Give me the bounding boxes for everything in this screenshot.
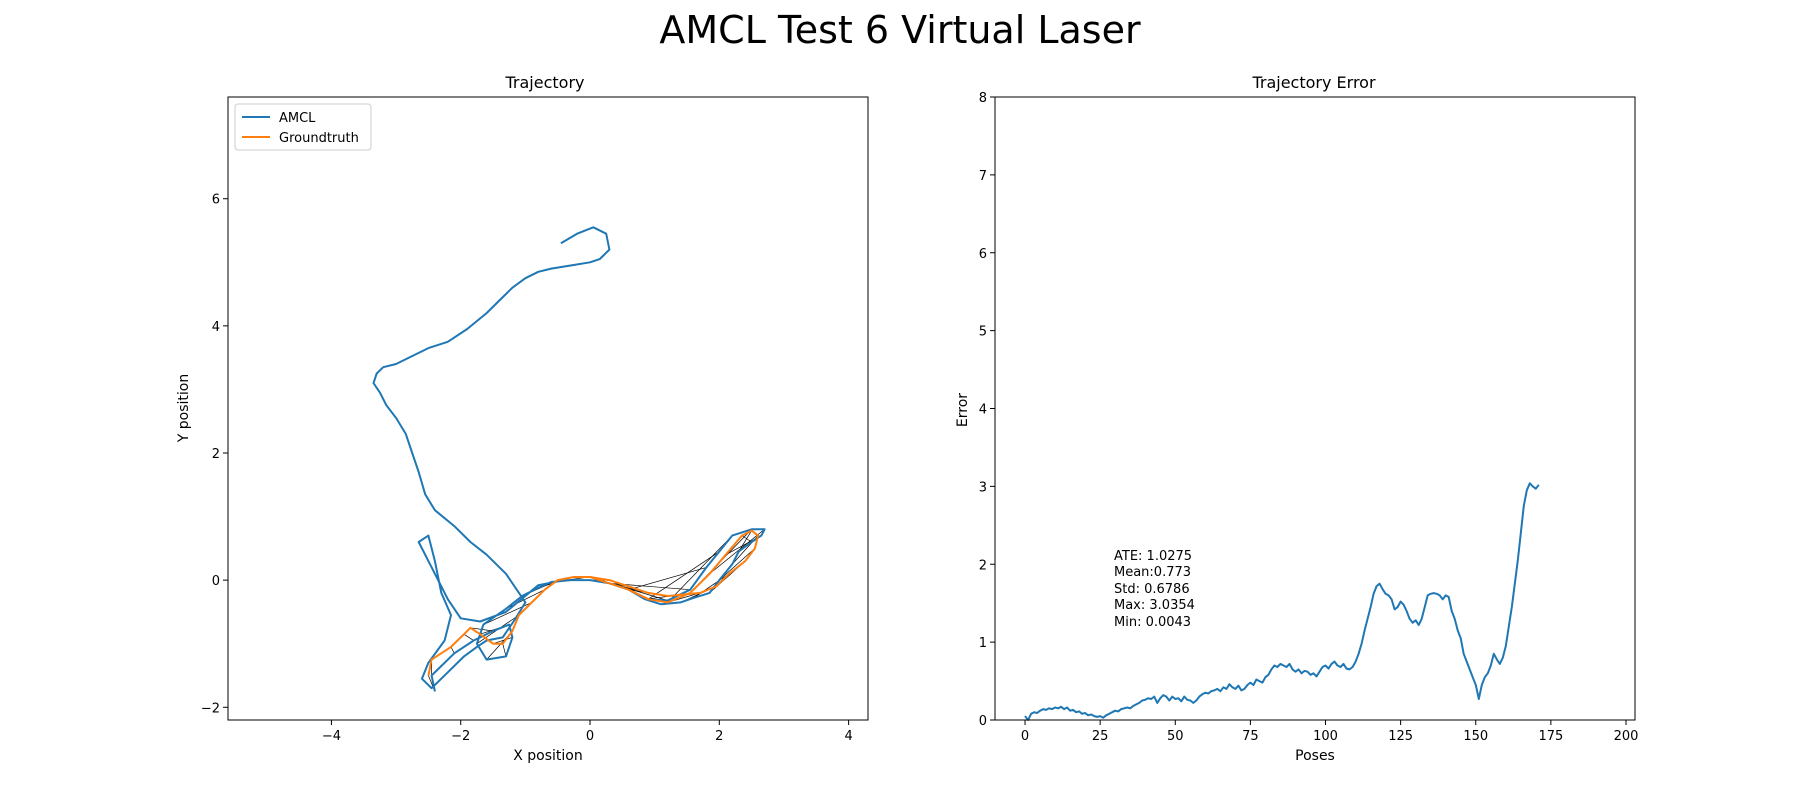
y-tick-label: 4 (979, 403, 987, 418)
x-tick-label: 50 (1167, 729, 1184, 744)
trajectory-x-ticks: −4 −2 0 2 4 (322, 720, 853, 744)
x-tick-label: 75 (1242, 729, 1259, 744)
error-stats: ATE: 1.0275 Mean:0.773 Std: 0.6786 Max: … (1114, 549, 1195, 630)
y-tick-label: 0 (979, 714, 987, 729)
y-tick-label: −2 (201, 701, 220, 716)
error-connector-line (463, 633, 474, 641)
error-connector-line (719, 548, 756, 581)
error-connector-line (648, 551, 720, 600)
x-tick-label: 125 (1388, 729, 1413, 744)
error-panel: Trajectory Error 0 25 50 75 100 125 150 175 200 … (955, 73, 1638, 764)
x-tick-label: 4 (844, 729, 852, 744)
x-tick-label: −2 (451, 729, 470, 744)
error-y-label: Error (955, 393, 971, 427)
trajectory-frame (227, 96, 869, 721)
series-groundtruth-line (427, 529, 760, 676)
y-tick-label: 4 (212, 320, 220, 335)
error-connector-line (483, 602, 532, 625)
y-tick-label: 6 (212, 193, 220, 208)
trajectory-y-label: Y position (176, 374, 192, 443)
stat-mean: Mean:0.773 (1114, 565, 1191, 580)
trajectory-y-ticks: −2 0 2 4 6 (201, 193, 228, 716)
trajectory-panel: Trajectory −4 −2 0 2 4 −2 0 2 4 6 X position Y p… (176, 73, 869, 764)
error-frame (994, 96, 1636, 721)
x-tick-label: 2 (715, 729, 723, 744)
error-x-ticks: 0 25 50 75 100 125 150 175 200 (1021, 720, 1638, 744)
error-connector-line (502, 643, 507, 657)
legend-groundtruth-label: Groundtruth (279, 131, 359, 146)
stat-max: Max: 3.0354 (1114, 598, 1195, 613)
trajectory-legend: AMCL Groundtruth (234, 103, 372, 151)
stat-std: Std: 0.6786 (1114, 582, 1190, 597)
y-tick-label: 6 (979, 247, 987, 262)
error-connector-line (492, 637, 513, 645)
y-tick-label: 2 (979, 558, 987, 573)
error-connector-line (709, 529, 765, 575)
x-tick-label: 0 (586, 729, 594, 744)
error-plot-area (1024, 482, 1540, 721)
x-tick-label: 175 (1538, 729, 1563, 744)
error-title: Trajectory Error (1251, 73, 1376, 92)
trajectory-x-label: X position (513, 748, 583, 764)
y-tick-label: 7 (979, 169, 987, 184)
x-tick-label: 25 (1092, 729, 1109, 744)
error-y-ticks: 0 1 2 3 4 5 6 7 8 (979, 91, 995, 729)
x-tick-label: 200 (1614, 729, 1639, 744)
trajectory-plot-area (372, 226, 766, 692)
legend-box (234, 103, 372, 151)
y-tick-label: 3 (979, 480, 987, 495)
y-tick-label: 1 (979, 636, 987, 651)
stat-ate: ATE: 1.0275 (1114, 549, 1192, 564)
x-tick-label: 150 (1463, 729, 1488, 744)
y-tick-label: 8 (979, 91, 987, 106)
error-x-label: Poses (1295, 748, 1335, 764)
error-series-line (1024, 482, 1540, 721)
legend-amcl-label: AMCL (279, 111, 316, 126)
series-amcl-line (372, 226, 766, 692)
stat-min: Min: 0.0043 (1114, 615, 1191, 630)
figure-title: AMCL Test 6 Virtual Laser (659, 8, 1141, 52)
trajectory-title: Trajectory (505, 73, 585, 92)
y-tick-label: 0 (212, 574, 220, 589)
error-connector-line (450, 646, 455, 654)
x-tick-label: 100 (1313, 729, 1338, 744)
y-tick-label: 2 (212, 447, 220, 462)
x-tick-label: 0 (1021, 729, 1029, 744)
x-tick-label: −4 (322, 729, 341, 744)
y-tick-label: 5 (979, 325, 987, 340)
